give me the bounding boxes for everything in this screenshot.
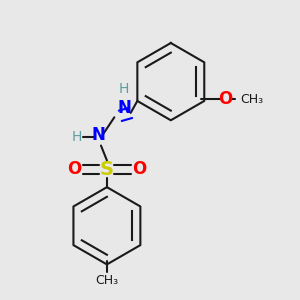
Text: S: S xyxy=(100,160,114,179)
Text: N: N xyxy=(118,99,132,117)
Text: H: H xyxy=(119,82,129,96)
Text: CH₃: CH₃ xyxy=(240,93,263,106)
Text: CH₃: CH₃ xyxy=(95,274,119,287)
Text: O: O xyxy=(218,91,232,109)
Text: N: N xyxy=(91,126,105,144)
Text: H: H xyxy=(72,130,83,144)
Text: O: O xyxy=(67,160,81,178)
Text: O: O xyxy=(133,160,147,178)
